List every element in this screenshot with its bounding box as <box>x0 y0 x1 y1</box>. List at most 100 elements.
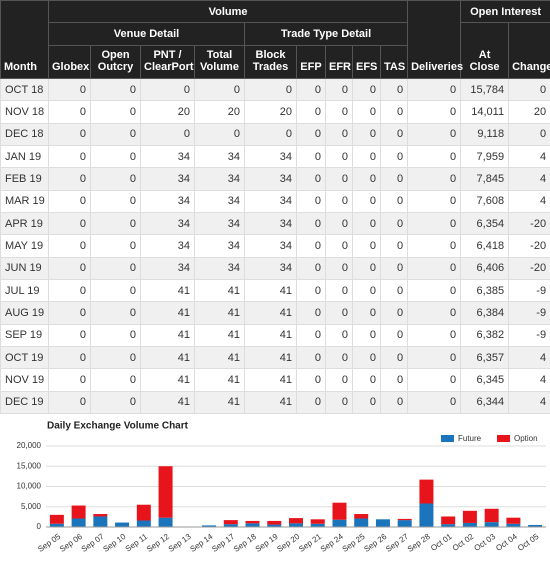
value-cell: 0 <box>407 368 462 392</box>
bar-segment <box>332 502 347 520</box>
value-cell: 0 <box>379 211 409 236</box>
value-cell: 0 <box>296 122 326 146</box>
y-tick-label: 10,000 <box>17 482 42 491</box>
x-tick-label: Sep 26 <box>362 532 388 554</box>
y-tick-label: 5,000 <box>21 502 42 511</box>
bar-segment <box>245 523 260 527</box>
header-row: Month Volume Deliveries Open Interest <box>0 0 550 79</box>
value-cell: 6,418 <box>460 234 510 258</box>
header-row: Venue Detail Trade Type Detail At Close Cha… <box>1 22 550 79</box>
bar-segment <box>310 523 325 527</box>
value-cell: 34 <box>194 167 245 191</box>
bar-segment <box>71 518 86 527</box>
value-cell: 0 <box>48 122 91 146</box>
bar-segment <box>158 517 173 527</box>
x-tick-label: Oct 03 <box>473 532 498 553</box>
value-cell: 6,344 <box>460 390 510 414</box>
month-cell: OCT 19 <box>0 345 49 370</box>
value-cell: 0 <box>296 278 326 303</box>
header-cell: Trade Type Detail <box>243 22 409 46</box>
month-cell: SEP 19 <box>0 323 49 347</box>
y-tick-label: 20,000 <box>17 441 42 450</box>
value-cell: 34 <box>140 256 195 280</box>
value-cell: 0 <box>407 278 462 303</box>
value-cell: 0 <box>296 256 326 280</box>
value-cell: 0 <box>352 301 381 325</box>
bar-segment <box>202 525 217 527</box>
value-cell: 0 <box>90 144 141 169</box>
header-cell: Block Trades <box>244 45 297 79</box>
value-cell: 0 <box>407 234 462 258</box>
value-cell: 41 <box>194 301 245 325</box>
value-cell: 0 <box>90 390 141 414</box>
x-tick-label: Sep 17 <box>210 532 236 554</box>
value-cell: 7,959 <box>460 144 510 169</box>
value-cell: 0 <box>296 390 326 414</box>
value-cell: 0 <box>90 256 141 280</box>
value-cell: 0 <box>296 211 326 236</box>
value-cell: 4 <box>508 189 550 213</box>
value-cell: 0 <box>352 368 381 392</box>
value-cell: 41 <box>194 390 245 414</box>
value-cell: 0 <box>90 234 141 258</box>
month-cell: APR 19 <box>0 211 49 236</box>
bar-segment <box>93 514 108 517</box>
table-row: NOV 19 0 0 41 41 41 0 0 0 0 0 6,345 4 <box>0 368 550 392</box>
value-cell: 41 <box>140 323 195 347</box>
value-cell: 0 <box>90 122 141 146</box>
value-cell: 0 <box>325 278 353 303</box>
bar-segment <box>223 524 238 527</box>
value-cell: 0 <box>352 211 381 236</box>
bar-segment <box>289 518 303 524</box>
table-row: OCT 19 0 0 41 41 41 0 0 0 0 0 6,357 4 <box>0 345 550 370</box>
value-cell: 34 <box>140 189 195 213</box>
table-row: DEC 18 0 0 0 0 0 0 0 0 0 0 9,118 0 <box>0 122 550 146</box>
value-cell: -9 <box>508 278 550 303</box>
x-tick-label: Sep 28 <box>406 532 432 554</box>
month-cell: JUN 19 <box>0 256 49 280</box>
value-cell: 0 <box>296 77 326 102</box>
value-cell: 0 <box>296 234 326 258</box>
value-cell: 34 <box>140 144 195 169</box>
value-cell: 0 <box>379 256 409 280</box>
table-row: MAY 19 0 0 34 34 34 0 0 0 0 0 6,418 -20 <box>0 234 550 258</box>
table-row: OCT 18 0 0 0 0 0 0 0 0 0 0 15,784 0 <box>0 77 550 102</box>
value-cell: 9,118 <box>460 122 510 146</box>
value-cell: 6,357 <box>460 345 510 370</box>
bar-segment <box>158 466 173 518</box>
value-cell: 0 <box>90 167 141 191</box>
value-cell: 34 <box>244 211 297 236</box>
value-cell: 0 <box>325 301 353 325</box>
value-cell: 0 <box>325 77 353 102</box>
x-tick-label: Sep 05 <box>36 532 62 554</box>
value-cell: 0 <box>508 122 550 146</box>
month-cell: NOV 19 <box>0 368 49 392</box>
header-cell: EFR <box>325 45 353 79</box>
value-cell: 34 <box>244 256 297 280</box>
value-cell: 0 <box>90 211 141 236</box>
month-cell: AUG 19 <box>0 301 49 325</box>
value-cell: 14,011 <box>460 100 510 124</box>
bar-segment <box>419 479 434 504</box>
value-cell: 4 <box>508 390 550 414</box>
value-cell: 41 <box>140 390 195 414</box>
table-row: JAN 19 0 0 34 34 34 0 0 0 0 0 7,959 4 <box>0 144 550 169</box>
bar-segment <box>484 508 499 523</box>
value-cell: 0 <box>407 323 462 347</box>
value-cell: 41 <box>140 345 195 370</box>
value-cell: 0 <box>325 144 353 169</box>
header-cell: Total Volume <box>194 45 245 79</box>
value-cell: 0 <box>194 77 245 102</box>
table-row: JUL 19 0 0 41 41 41 0 0 0 0 0 6,385 -9 <box>0 278 550 303</box>
value-cell: 0 <box>352 77 381 102</box>
value-cell: 0 <box>352 345 381 370</box>
value-cell: 0 <box>296 301 326 325</box>
value-cell: 0 <box>140 122 195 146</box>
value-cell: 0 <box>352 122 381 146</box>
value-cell: 0 <box>407 211 462 236</box>
x-tick-label: Sep 12 <box>145 532 171 554</box>
x-tick-label: Sep 11 <box>124 532 150 554</box>
value-cell: 0 <box>325 100 353 124</box>
value-cell: 41 <box>194 345 245 370</box>
value-cell: 41 <box>140 278 195 303</box>
